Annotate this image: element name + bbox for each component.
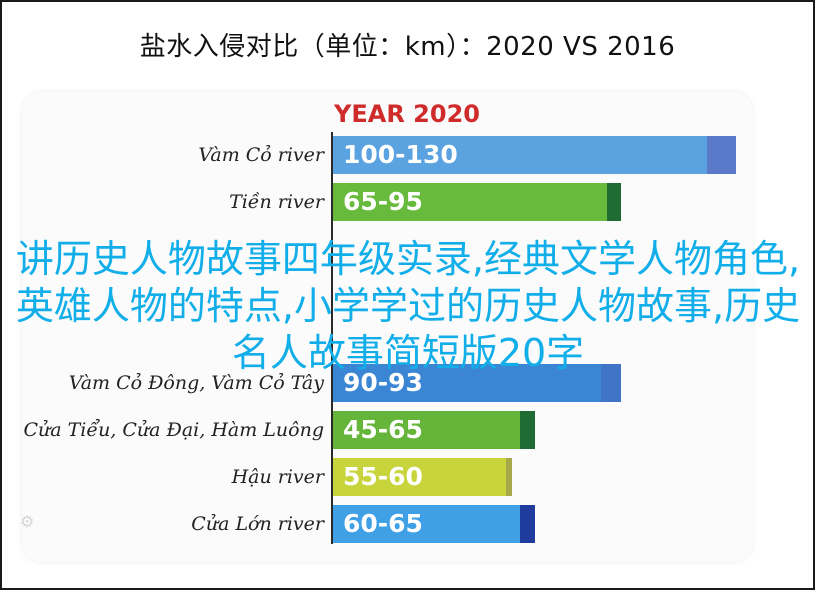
- bar-2020: [333, 364, 601, 402]
- bar-range-label: 55-60: [343, 462, 423, 491]
- axis-divider: [331, 132, 333, 544]
- bar-2020: [333, 136, 708, 174]
- bar-range-label: 60-65: [343, 509, 423, 538]
- bar-range-label: 90-93: [343, 368, 423, 397]
- bar-2020: [333, 183, 607, 221]
- year-heading: YEAR 2020: [334, 100, 480, 128]
- bar-range-label: 65-95: [343, 187, 423, 216]
- category-label: Hậu river: [231, 466, 324, 488]
- category-label: Cửa Lớn river: [191, 513, 324, 535]
- settings-icon: ⚙: [20, 512, 35, 531]
- bar-range-label: 100-130: [343, 140, 458, 169]
- category-label: Tiền river: [229, 191, 324, 213]
- bar-2020: [333, 505, 521, 543]
- category-label: Cửa Tiểu, Cửa Đại, Hàm Luông: [23, 419, 324, 441]
- overlay-caption: 讲历史人物故事四年级实录,经典文学人物角色,英雄人物的特点,小学学过的历史人物故…: [15, 237, 801, 375]
- category-label: Vàm Cỏ Đông, Vàm Cỏ Tây: [68, 372, 324, 394]
- category-label: Vàm Cỏ river: [198, 144, 324, 166]
- bar-range-label: 45-65: [343, 415, 423, 444]
- bar-2020: [333, 458, 506, 496]
- bar-2020: [333, 411, 521, 449]
- chart-title: 盐水入侵对比（单位：km）：2020 VS 2016: [139, 32, 676, 62]
